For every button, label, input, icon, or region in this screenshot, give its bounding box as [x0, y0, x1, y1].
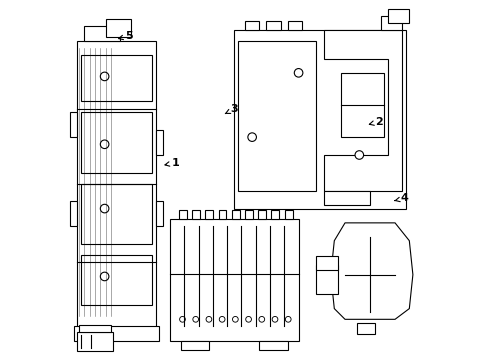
- Circle shape: [100, 72, 109, 81]
- Bar: [238, 41, 317, 191]
- Polygon shape: [70, 202, 77, 226]
- Bar: [232, 210, 240, 219]
- Circle shape: [206, 316, 212, 322]
- Polygon shape: [70, 112, 77, 137]
- Bar: [388, 9, 409, 23]
- Polygon shape: [331, 223, 413, 319]
- Bar: [77, 332, 113, 351]
- Bar: [271, 210, 279, 219]
- Bar: [79, 325, 111, 332]
- Polygon shape: [156, 202, 163, 226]
- Circle shape: [248, 133, 256, 141]
- Circle shape: [193, 316, 198, 322]
- Bar: [219, 210, 226, 219]
- Bar: [381, 16, 402, 30]
- Bar: [84, 26, 120, 41]
- Bar: [192, 210, 200, 219]
- Polygon shape: [323, 30, 402, 191]
- Bar: [323, 191, 370, 205]
- Circle shape: [100, 272, 109, 281]
- Circle shape: [100, 204, 109, 213]
- Circle shape: [373, 79, 381, 88]
- Text: 1: 1: [165, 158, 179, 168]
- Bar: [342, 73, 384, 137]
- Bar: [74, 327, 159, 341]
- Bar: [285, 210, 293, 219]
- Bar: [245, 21, 259, 30]
- Bar: [205, 210, 213, 219]
- Text: 3: 3: [225, 104, 238, 114]
- Circle shape: [338, 243, 402, 307]
- Bar: [317, 265, 338, 294]
- Bar: [81, 184, 152, 244]
- Bar: [77, 41, 156, 334]
- Bar: [357, 323, 375, 334]
- Circle shape: [294, 68, 303, 77]
- Bar: [181, 341, 209, 350]
- Circle shape: [100, 140, 109, 149]
- Bar: [106, 19, 131, 37]
- Bar: [81, 112, 152, 173]
- Circle shape: [220, 316, 225, 322]
- Circle shape: [259, 316, 265, 322]
- Text: 2: 2: [369, 117, 383, 127]
- Text: 5: 5: [119, 31, 133, 41]
- Circle shape: [355, 151, 364, 159]
- Circle shape: [285, 316, 291, 322]
- Bar: [317, 256, 338, 270]
- Bar: [259, 341, 288, 350]
- Polygon shape: [156, 130, 163, 155]
- Circle shape: [347, 251, 393, 298]
- Bar: [170, 219, 298, 341]
- Circle shape: [272, 316, 278, 322]
- Bar: [245, 210, 253, 219]
- Circle shape: [245, 316, 251, 322]
- Bar: [267, 21, 281, 30]
- Bar: [179, 210, 187, 219]
- Bar: [81, 255, 152, 305]
- Text: 4: 4: [395, 193, 408, 203]
- Bar: [288, 21, 302, 30]
- Circle shape: [180, 316, 185, 322]
- Circle shape: [232, 316, 238, 322]
- Bar: [234, 30, 406, 208]
- Bar: [81, 55, 152, 102]
- Bar: [258, 210, 266, 219]
